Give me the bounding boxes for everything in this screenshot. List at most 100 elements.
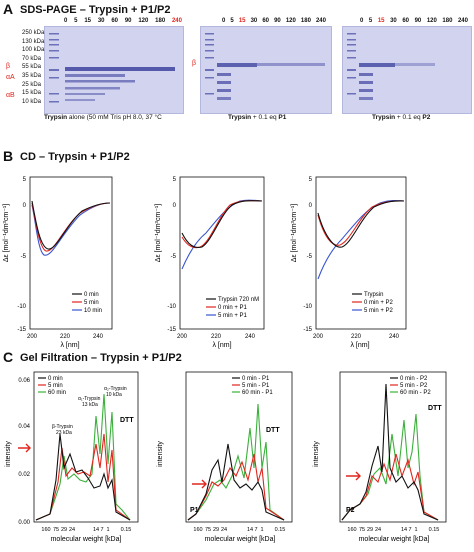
- gf-3-arrow-icon: [346, 471, 361, 481]
- gf-2-line-60min-p1: [187, 403, 285, 521]
- gf-1-xtick: 0.15: [121, 527, 132, 533]
- gf-1-annotation: α₂-Trypsin: [104, 386, 127, 392]
- gel-3-lane-labels: 0 5 15 30 60 90 120 180 240: [360, 18, 468, 24]
- gf-1-xtick: 24: [69, 527, 75, 533]
- lane-label: 5: [230, 18, 234, 24]
- panel-a-letter: A: [3, 1, 14, 17]
- cd-3-ytick: 5: [309, 177, 313, 183]
- cd-3-xtick: 200: [313, 334, 324, 340]
- cd-3-ytick: 0: [309, 203, 313, 209]
- legend-entry: 0 min + P2: [364, 300, 394, 306]
- gf-2-line-0min-p1: [187, 443, 285, 521]
- cd-2-xtick: 220: [211, 334, 222, 340]
- gf-2-xtick: 0.15: [275, 527, 286, 533]
- legend-entry: Trypsin: [364, 292, 383, 298]
- gf-1-xlabel: molecular weight [kDa]: [51, 536, 122, 543]
- gel-2-caption-bold: Trypsin: [228, 114, 252, 121]
- legend-entry: 0 min - P1: [242, 376, 270, 382]
- cd-plot-2: Δε [mol⁻¹dm³cm⁻¹] 5 0 -5 -10 -15 200 220…: [155, 176, 265, 349]
- cd-1-ytick: -5: [21, 254, 27, 260]
- gf-3-xtick: 160: [347, 527, 356, 533]
- gel-3-caption-rest: + 0.1 eq: [395, 114, 423, 121]
- marker-label: 15 kDa: [22, 90, 42, 97]
- panel-c-letter: C: [3, 349, 14, 365]
- gel-2-lane-labels: 0 5 15 30 60 90 120 180 240: [222, 18, 326, 24]
- gel-3-caption-tail: P2: [422, 114, 431, 121]
- gel-2-band-label-beta: β: [192, 60, 197, 67]
- cd-2-legend: Trypsin 720 nM 0 min + P1 5 min + P1: [206, 297, 259, 319]
- gel-filtration-plots: intensity 0.00 0.02 0.04 0.06 160 75 29 …: [5, 371, 447, 543]
- lane-label: 180: [155, 18, 166, 24]
- lane-label: 5: [74, 18, 78, 24]
- gf-3-xtick: 1: [414, 527, 417, 533]
- gf-1-xtick: 7: [100, 527, 103, 533]
- lane-label: 15: [84, 18, 91, 24]
- gel-3-caption: Trypsin + 0.1 eq P2: [372, 114, 430, 121]
- gel-2-bands: [205, 33, 325, 100]
- cd-2-line-0min-p1: [181, 200, 263, 249]
- cd-1-ytick: -10: [17, 304, 26, 310]
- lane-label-highlight: 15: [238, 18, 246, 24]
- cd-2-xtick: 200: [177, 334, 188, 340]
- gf-1-annotation: 10 kDa: [106, 392, 122, 398]
- cd-plots: Δε [mol⁻¹dm³cm⁻¹] 5 0 -5 -10 -15 200 220…: [3, 176, 407, 349]
- gf-plot-3: intensity 160 75 29 24 14 7 1 0.15 molec…: [313, 371, 447, 543]
- lane-label: 90: [274, 18, 281, 24]
- lane-label: 180: [300, 18, 311, 24]
- gf-1-ytick: 0.02: [18, 472, 30, 478]
- gf-2-xtick: 1: [260, 527, 263, 533]
- cd-1-frame: [29, 176, 113, 330]
- gel-2-image: [200, 26, 332, 114]
- lane-label: 30: [390, 18, 397, 24]
- gf-1-xtick: 1: [106, 527, 109, 533]
- lane-label: 60: [111, 18, 118, 24]
- gel-3-caption-bold: Trypsin: [372, 114, 396, 121]
- marker-label: 55 kDa: [22, 64, 42, 71]
- marker-label: 100 kDa: [22, 47, 45, 54]
- cd-3-xtick: 240: [389, 334, 400, 340]
- lane-label: 120: [426, 18, 437, 24]
- cd-2-frame: [179, 176, 265, 330]
- cd-2-ylabel: Δε [mol⁻¹dm³cm⁻¹]: [155, 204, 162, 262]
- gf-plot-1: intensity 0.00 0.02 0.04 0.06 160 75 29 …: [5, 371, 139, 543]
- cd-2-line-trypsin: [181, 200, 263, 249]
- lane-label: 240: [315, 18, 326, 24]
- legend-entry: Trypsin 720 nM: [218, 297, 259, 303]
- gf-3-xtick: 29: [367, 527, 373, 533]
- gf-1-ytick: 0.00: [18, 520, 30, 526]
- lane-label-highlight: 240: [171, 18, 182, 24]
- cd-2-ytick: -5: [171, 254, 177, 260]
- legend-entry: 0 min - P2: [400, 376, 428, 382]
- gf-2-xtick: 160: [193, 527, 202, 533]
- gf-2-xtick: 75: [205, 527, 211, 533]
- gf-3-xtick: 24: [375, 527, 381, 533]
- lane-label: 0: [360, 18, 364, 24]
- cd-2-ytick: -10: [167, 304, 176, 310]
- gel-3-bands: [347, 33, 435, 100]
- cd-1-line-10min: [31, 202, 111, 256]
- legend-entry: 5 min - P2: [400, 383, 428, 389]
- panel-a-title: SDS-PAGE – Trypsin + P1/P2: [20, 4, 171, 16]
- gf-2-xticks: 160 75 29 24 14 7 1 0.15: [193, 527, 285, 533]
- gf-2-legend: 0 min - P1 5 min - P1 60 min - P1: [232, 376, 273, 396]
- gf-3-ylabel: intensity: [313, 441, 320, 467]
- gf-3-xticks: 160 75 29 24 14 7 1 0.15: [347, 527, 439, 533]
- gf-1-xtick: 29: [61, 527, 67, 533]
- cd-2-ytick: 0: [173, 203, 177, 209]
- lane-label: 240: [457, 18, 468, 24]
- legend-entry: 0 min: [84, 292, 99, 298]
- legend-entry: 5 min + P2: [364, 308, 394, 314]
- cd-plot-3: Δε [mol⁻¹dm³cm⁻¹] 5 0 -5 -10 -15 200 220…: [291, 176, 407, 349]
- gf-1-annotation-dtt: DTT: [120, 417, 134, 424]
- cd-1-xtick: 200: [27, 334, 38, 340]
- gf-2-xtick: 7: [254, 527, 257, 533]
- cd-2-xtick: 240: [245, 334, 256, 340]
- gf-plot-2: intensity 160 75 29 24 14 7 1 0.15 molec…: [157, 371, 293, 543]
- lane-label: 60: [402, 18, 409, 24]
- cd-3-ytick: -5: [307, 254, 313, 260]
- panel-c-title: Gel Filtration – Trypsin + P1/P2: [20, 352, 182, 364]
- lane-label: 120: [285, 18, 296, 24]
- gel-2-caption-tail: P1: [278, 114, 287, 121]
- gf-2-annotation-p1: P1: [190, 507, 199, 514]
- gf-1-xtick: 160: [41, 527, 50, 533]
